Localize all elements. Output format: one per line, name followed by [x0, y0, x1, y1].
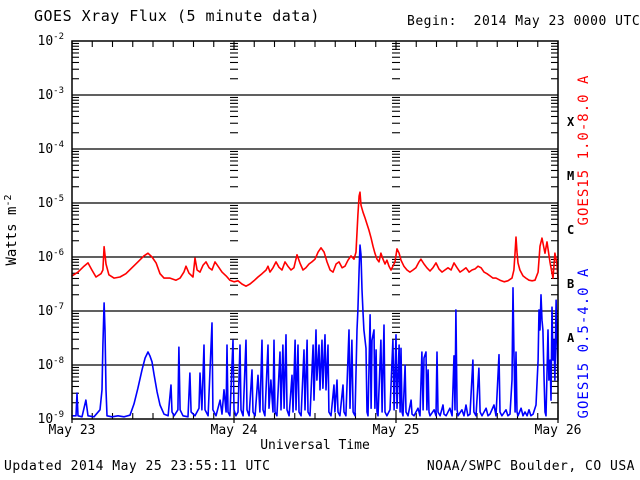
plot-frame-group [71, 40, 559, 420]
long-channel-trace [71, 191, 559, 288]
y-tick-label: 10-3 [38, 86, 65, 103]
x-axis-title: Universal Time [260, 438, 370, 453]
y-tick-label: 10-7 [38, 302, 65, 319]
y-tick-label: 10-2 [38, 32, 65, 49]
y-tick-labels: 10-210-310-410-510-610-710-810-9 [38, 32, 65, 427]
begin-timestamp: Begin: 2014 May 23 0000 UTC [407, 14, 640, 29]
flare-class-label-A: A [567, 331, 575, 345]
y-tick-label: 10-4 [38, 140, 65, 157]
flare-class-labels: X M C B A [567, 115, 575, 345]
noaa-credit: NOAA/SWPC Boulder, CO USA [426, 459, 635, 474]
y-tick-label: 10-6 [38, 248, 65, 265]
y-axis-title: Watts m-2 [3, 194, 20, 265]
updated-timestamp: Updated 2014 May 25 23:55:11 UTC [4, 459, 271, 474]
y-tick-label: 10-8 [38, 356, 65, 373]
x-tick-label: May 25 [373, 423, 420, 438]
short-channel-trace [71, 244, 559, 418]
flare-class-label-X: X [567, 115, 575, 129]
legend-short-channel: GOES15 0.5-4.0 A [576, 268, 592, 419]
x-tick-label: May 26 [535, 423, 582, 438]
page-title: GOES Xray Flux (5 minute data) [34, 7, 320, 25]
y-tick-label: 10-5 [38, 194, 65, 211]
traces [71, 191, 559, 418]
x-tick-label: May 24 [211, 423, 258, 438]
x-tick-label: May 23 [49, 423, 96, 438]
flare-class-label-M: M [567, 169, 574, 183]
gridlines [72, 94, 558, 366]
flare-class-label-B: B [567, 277, 574, 291]
legend-long-channel: GOES15 1.0-8.0 A [576, 75, 592, 226]
flare-class-label-C: C [567, 223, 574, 237]
x-tick-labels: May 23 May 24 May 25 May 26 [49, 423, 582, 438]
